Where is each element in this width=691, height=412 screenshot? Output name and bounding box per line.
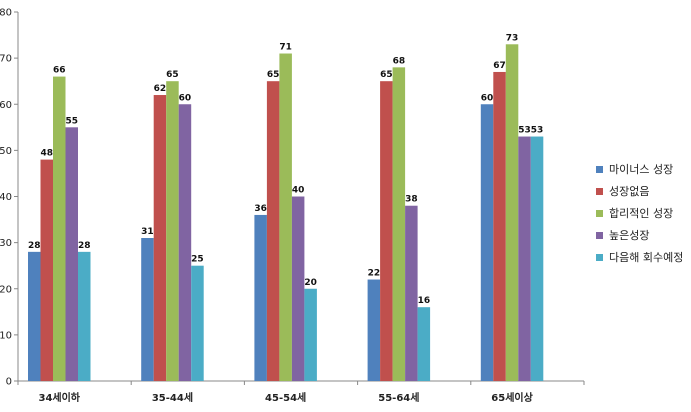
bar <box>266 81 280 381</box>
bar <box>40 159 53 381</box>
data-label: 67 <box>493 61 506 71</box>
legend-swatch <box>596 231 603 239</box>
bar <box>367 279 381 381</box>
bar <box>279 53 292 381</box>
bar <box>153 95 167 382</box>
data-label: 22 <box>368 269 381 279</box>
bar <box>530 136 544 381</box>
bar <box>53 76 66 381</box>
legend-swatch <box>596 165 603 173</box>
data-label: 66 <box>53 66 66 76</box>
legend-label: 성장없음 <box>609 185 650 198</box>
bar <box>417 307 431 381</box>
y-tick-label: 30 <box>0 238 12 249</box>
bar <box>304 288 317 381</box>
data-label: 38 <box>405 195 418 205</box>
bar <box>254 214 267 381</box>
data-label: 55 <box>65 116 78 126</box>
bar <box>78 251 91 381</box>
data-label: 53 <box>518 126 531 136</box>
legend-item: 마이너스 성장 <box>596 158 683 180</box>
data-label: 68 <box>393 56 406 66</box>
data-label: 73 <box>506 33 519 43</box>
bar <box>166 81 179 381</box>
x-tick-label: 45-54세 <box>265 391 306 404</box>
bar <box>480 104 494 381</box>
legend-item: 다음해 회수예정 <box>596 246 683 268</box>
x-tick-label: 35-44세 <box>152 391 193 404</box>
y-tick-label: 20 <box>0 284 12 295</box>
bar <box>493 71 506 382</box>
data-label: 36 <box>254 204 267 214</box>
bar <box>65 127 78 381</box>
x-tick-label: 34세이하 <box>38 391 80 404</box>
axes: 0 10 20 30 40 50 60 70 80 34세이하 35-44세 45-54세 55-64세… <box>0 8 585 404</box>
data-label: 60 <box>481 93 494 103</box>
y-tick-label: 50 <box>0 146 12 157</box>
data-label: 40 <box>292 186 305 196</box>
y-tick-label: 60 <box>0 100 12 111</box>
x-tick-label: 55-64세 <box>378 391 419 404</box>
y-tick-label: 70 <box>0 54 12 65</box>
legend-swatch <box>596 187 603 195</box>
bar <box>380 81 393 381</box>
x-tick-label: 65세이상 <box>491 391 533 404</box>
data-label: 65 <box>267 70 280 80</box>
y-tick-label: 80 <box>0 8 12 19</box>
data-label: 28 <box>78 241 91 251</box>
bar <box>518 136 531 381</box>
data-label: 28 <box>28 241 41 251</box>
bars <box>28 44 544 382</box>
legend-label: 다음해 회수예정 <box>609 251 684 264</box>
bar <box>141 238 154 381</box>
legend-label: 합리적인 성장 <box>609 207 674 220</box>
legend-label: 높은성장 <box>609 229 650 242</box>
legend-item: 높은성장 <box>596 224 683 246</box>
data-label: 71 <box>279 43 292 53</box>
legend-item: 성장없음 <box>596 180 683 202</box>
bar <box>178 104 192 381</box>
y-tick-label: 40 <box>0 192 12 203</box>
bar <box>291 196 305 381</box>
bar <box>28 251 41 381</box>
y-tick-label: 0 <box>6 377 12 388</box>
bar <box>191 265 204 381</box>
data-labels: 2848665528316265602536657140202265683816… <box>28 33 543 306</box>
data-label: 48 <box>40 149 53 159</box>
legend-item: 합리적인 성장 <box>596 202 683 224</box>
legend-swatch <box>596 209 603 217</box>
data-label: 25 <box>191 255 204 265</box>
data-label: 31 <box>141 227 154 237</box>
bar <box>505 44 519 381</box>
data-label: 60 <box>179 93 192 103</box>
y-tick-label: 10 <box>0 330 12 341</box>
bar <box>392 67 406 381</box>
data-label: 20 <box>304 278 317 288</box>
legend-label: 마이너스 성장 <box>609 163 674 176</box>
data-label: 16 <box>418 296 431 306</box>
data-label: 53 <box>531 126 544 136</box>
data-label: 65 <box>380 70 393 80</box>
bar <box>405 205 418 381</box>
data-label: 62 <box>154 84 167 94</box>
data-label: 65 <box>166 70 179 80</box>
legend-swatch <box>596 253 603 261</box>
